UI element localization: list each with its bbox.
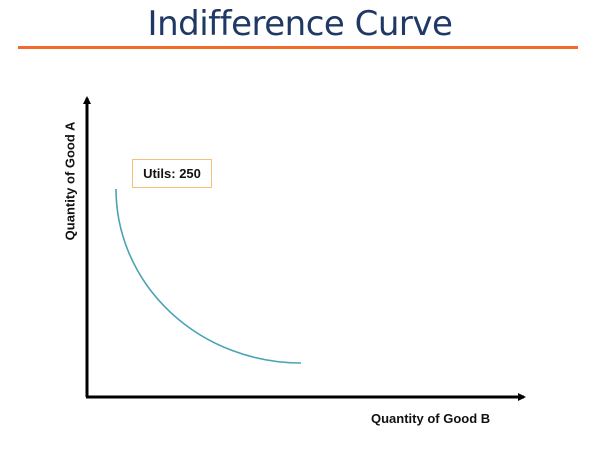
utils-annotation: Utils: 250 — [132, 159, 212, 188]
indifference-curve — [115, 188, 302, 364]
title-underline — [18, 46, 578, 49]
x-axis-label: Quantity of Good B — [371, 411, 491, 426]
slide-title: Indifference Curve — [147, 4, 453, 44]
y-axis-label: Quantity of Good A — [62, 121, 78, 241]
